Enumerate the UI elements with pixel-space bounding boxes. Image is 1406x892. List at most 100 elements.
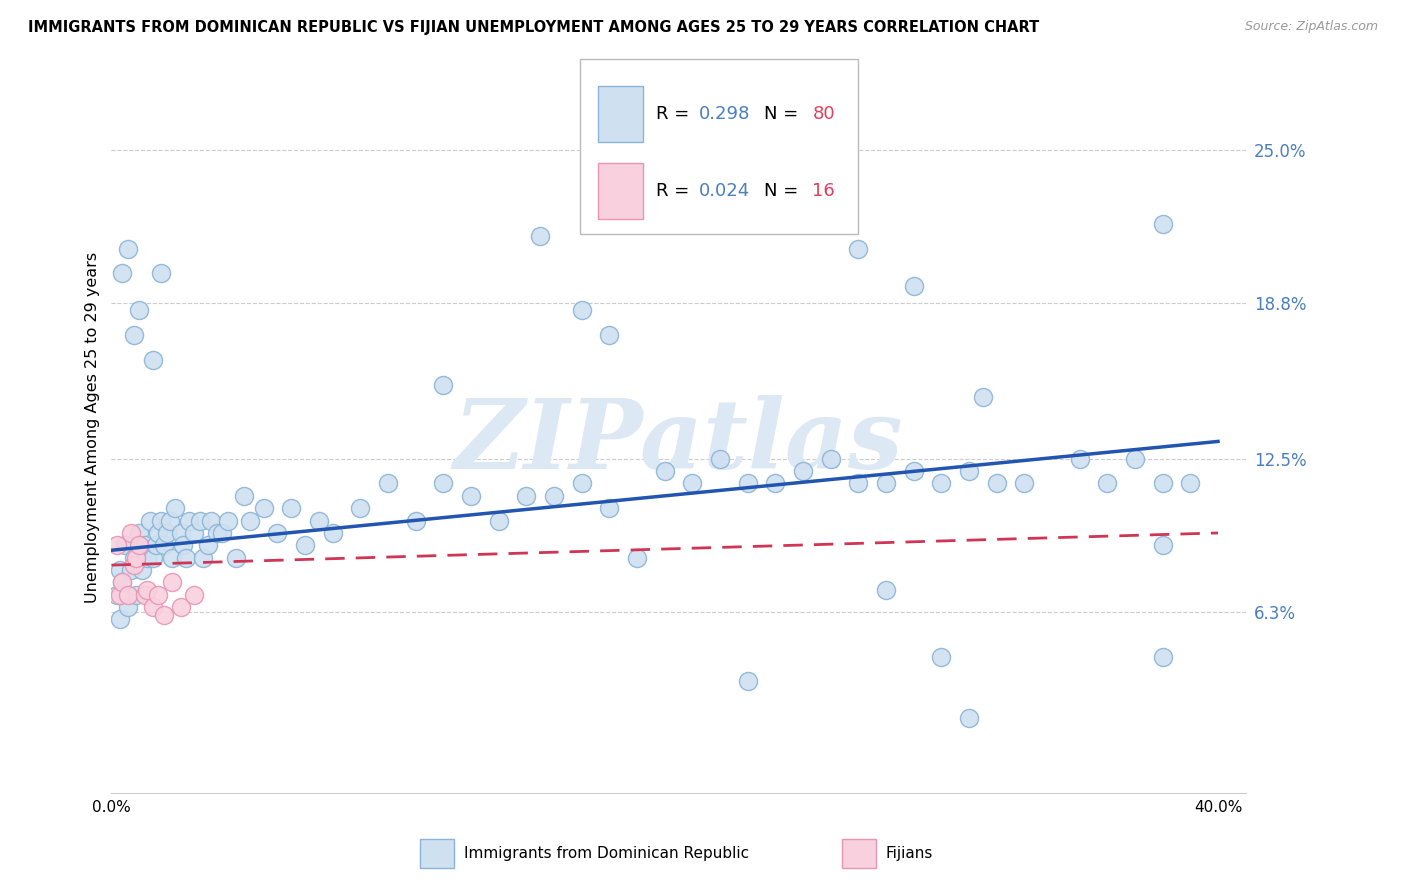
Point	[931, 476, 953, 491]
Point	[136, 550, 159, 565]
Point	[252, 501, 274, 516]
Point	[205, 525, 228, 540]
Point	[108, 563, 131, 577]
Point	[266, 525, 288, 540]
Point	[120, 525, 142, 540]
Point	[111, 575, 134, 590]
Point	[153, 538, 176, 552]
Point	[322, 525, 344, 540]
Point	[153, 607, 176, 622]
Point	[432, 377, 454, 392]
Point	[1123, 451, 1146, 466]
Text: IMMIGRANTS FROM DOMINICAN REPUBLIC VS FIJIAN UNEMPLOYMENT AMONG AGES 25 TO 29 YE: IMMIGRANTS FROM DOMINICAN REPUBLIC VS FI…	[28, 20, 1039, 35]
Text: 16: 16	[813, 182, 835, 200]
Point	[142, 600, 165, 615]
Point	[737, 674, 759, 689]
Point	[122, 558, 145, 573]
Point	[139, 514, 162, 528]
Point	[792, 464, 814, 478]
Point	[1014, 476, 1036, 491]
Point	[294, 538, 316, 552]
Point	[142, 352, 165, 367]
Point	[183, 525, 205, 540]
Text: R =: R =	[655, 182, 695, 200]
Point	[280, 501, 302, 516]
Point	[197, 538, 219, 552]
Point	[188, 514, 211, 528]
Point	[1152, 476, 1174, 491]
FancyBboxPatch shape	[598, 86, 644, 142]
Point	[763, 476, 786, 491]
Point	[233, 489, 256, 503]
Point	[183, 588, 205, 602]
Point	[1069, 451, 1091, 466]
Point	[571, 476, 593, 491]
Point	[150, 514, 173, 528]
Point	[125, 550, 148, 565]
Point	[709, 451, 731, 466]
FancyBboxPatch shape	[598, 162, 644, 219]
Point	[105, 588, 128, 602]
Point	[211, 525, 233, 540]
Point	[460, 489, 482, 503]
Point	[169, 600, 191, 615]
Point	[114, 538, 136, 552]
FancyBboxPatch shape	[579, 60, 858, 235]
Point	[159, 514, 181, 528]
Point	[117, 242, 139, 256]
Point	[217, 514, 239, 528]
Point	[134, 588, 156, 602]
Point	[598, 328, 620, 343]
Text: Immigrants from Dominican Republic: Immigrants from Dominican Republic	[464, 847, 749, 861]
Point	[169, 525, 191, 540]
Point	[128, 538, 150, 552]
Point	[163, 501, 186, 516]
Point	[148, 525, 170, 540]
Point	[162, 575, 184, 590]
Point	[681, 476, 703, 491]
Point	[529, 229, 551, 244]
Point	[848, 476, 870, 491]
Point	[488, 514, 510, 528]
Point	[108, 613, 131, 627]
Text: Source: ZipAtlas.com: Source: ZipAtlas.com	[1244, 20, 1378, 33]
Point	[903, 278, 925, 293]
Point	[957, 464, 980, 478]
Point	[737, 476, 759, 491]
Point	[111, 266, 134, 280]
Text: N =: N =	[763, 182, 804, 200]
Point	[122, 328, 145, 343]
Point	[177, 514, 200, 528]
Point	[875, 582, 897, 597]
Point	[117, 600, 139, 615]
Point	[134, 538, 156, 552]
Point	[108, 588, 131, 602]
Point	[626, 550, 648, 565]
Point	[875, 476, 897, 491]
Point	[117, 588, 139, 602]
Point	[191, 550, 214, 565]
Text: 0.298: 0.298	[699, 105, 751, 123]
Point	[1152, 649, 1174, 664]
Point	[150, 266, 173, 280]
Point	[654, 464, 676, 478]
Point	[405, 514, 427, 528]
Point	[598, 501, 620, 516]
Text: 0.024: 0.024	[699, 182, 751, 200]
Point	[128, 303, 150, 318]
Point	[903, 464, 925, 478]
Point	[377, 476, 399, 491]
Point	[105, 538, 128, 552]
Point	[125, 588, 148, 602]
Point	[1180, 476, 1202, 491]
Point	[225, 550, 247, 565]
Point	[1152, 217, 1174, 231]
Text: R =: R =	[655, 105, 695, 123]
Point	[1097, 476, 1119, 491]
Point	[972, 390, 994, 404]
Point	[957, 711, 980, 725]
Text: ZIPatlas: ZIPatlas	[454, 395, 904, 490]
Point	[432, 476, 454, 491]
Point	[931, 649, 953, 664]
Text: 80: 80	[813, 105, 835, 123]
